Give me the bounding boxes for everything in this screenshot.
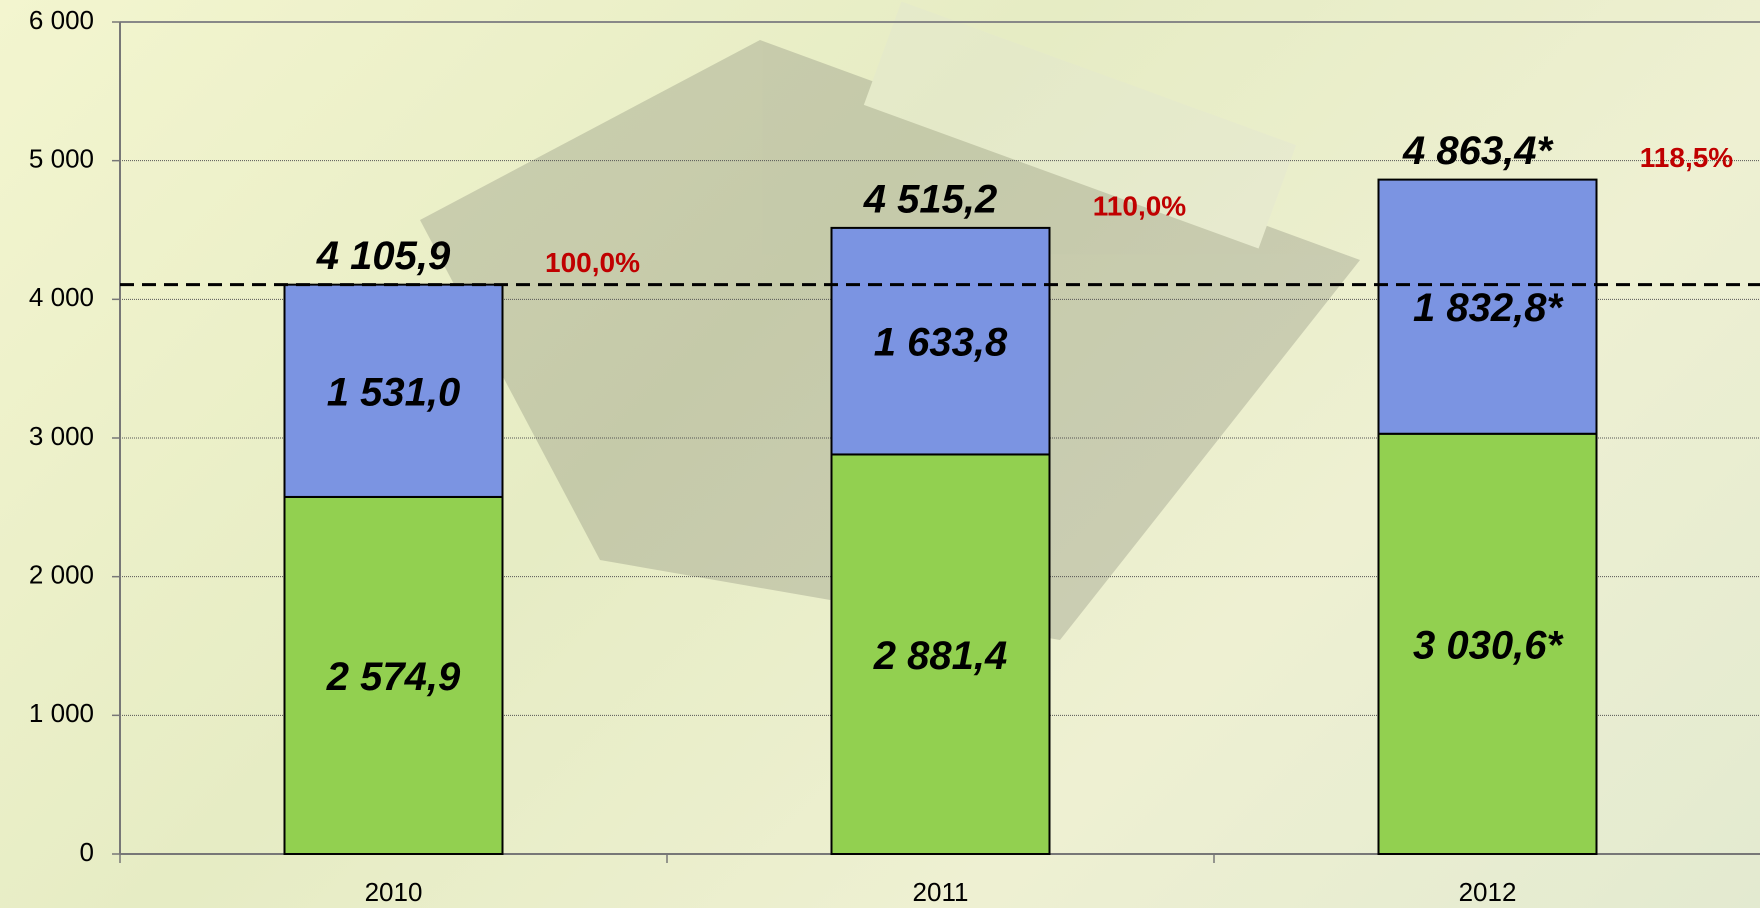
segment-label: 1 633,8: [874, 321, 1008, 365]
total-label: 4 863,4*: [1402, 129, 1554, 173]
bar-segment: [830, 226, 1051, 456]
total-label: 4 105,9: [316, 234, 451, 278]
segment-label: 2 881,4: [873, 634, 1007, 678]
x-tick-label: 2012: [1459, 877, 1517, 907]
y-tick-label: 6 000: [29, 5, 94, 35]
bar-segment: [1377, 432, 1598, 855]
y-tick-label: 1 000: [29, 698, 94, 728]
bar-segment: [283, 495, 504, 855]
total-label: 4 515,2: [863, 177, 997, 221]
y-tick-label: 2 000: [29, 560, 94, 590]
y-tick-label: 5 000: [29, 144, 94, 174]
bar-segment: [1377, 178, 1598, 435]
percent-label: 100,0%: [545, 247, 640, 278]
segment-label: 2 574,9: [326, 655, 461, 699]
x-tick-label: 2011: [913, 877, 969, 907]
y-tick-label: 3 000: [29, 421, 94, 451]
bar-segment: [830, 453, 1051, 855]
x-tick-label: 2010: [365, 877, 423, 907]
percent-label: 118,5%: [1640, 142, 1734, 173]
y-tick-label: 4 000: [29, 282, 94, 312]
segment-label: 3 030,6*: [1413, 623, 1564, 667]
percent-label: 110,0%: [1093, 190, 1187, 221]
segment-label: 1 832,8*: [1413, 286, 1564, 330]
bar-segment: [283, 283, 504, 498]
y-tick-label: 0: [80, 837, 94, 867]
segment-label: 1 531,0: [327, 370, 460, 414]
